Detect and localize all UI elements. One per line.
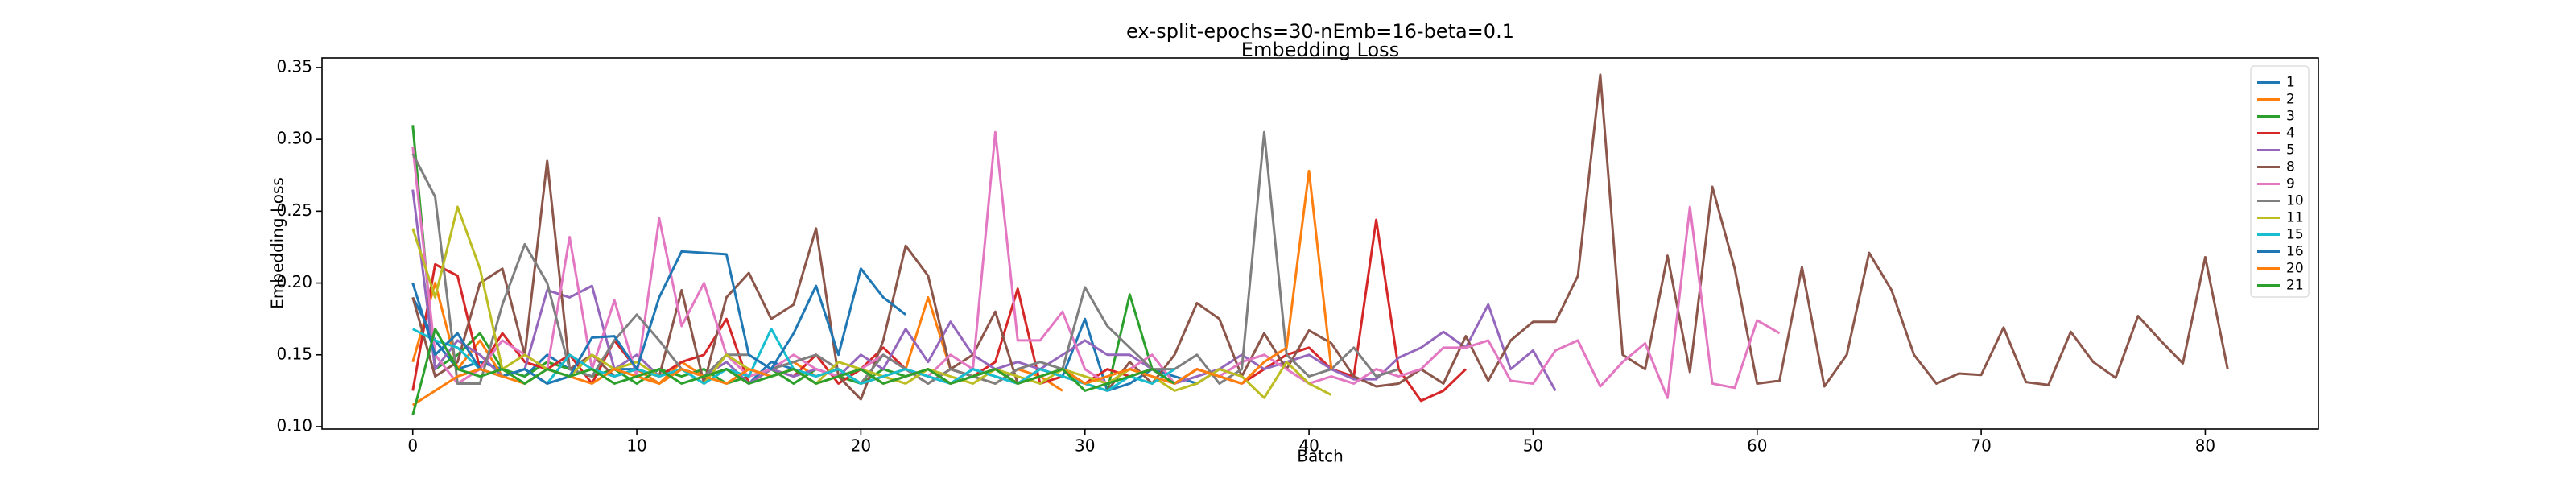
legend-label: 15 [2286,227,2304,243]
x-tick-label: 0 [407,436,418,456]
x-tick-label: 40 [1298,436,1319,456]
legend-label: 11 [2286,210,2304,226]
x-tick-label: 80 [2195,436,2215,456]
y-tick-label: 0.10 [276,415,312,435]
y-tick-label: 0.30 [276,129,312,148]
legend-label: 20 [2286,261,2304,277]
legend-label: 3 [2286,109,2295,125]
plot-lines [411,73,2229,416]
chart-title: ex-split-epochs=30-nEmb=16-beta=0.1 [1126,20,1514,43]
legend-label: 4 [2286,126,2295,142]
y-tick-label: 0.15 [276,344,312,363]
x-tick-label: 70 [1971,436,1991,456]
y-tick-label: 0.35 [276,56,312,76]
legend-label: 2 [2286,92,2295,108]
legend-label: 1 [2286,75,2295,91]
x-tick-label: 10 [626,436,646,456]
plot-frame [321,57,2319,430]
legend-box [2250,65,2310,298]
legend-label: 16 [2286,244,2304,260]
y-tick-label: 0.20 [276,272,312,291]
series-line [411,73,2229,401]
x-tick-label: 20 [851,436,871,456]
y-axis-label: Embedding Loss [268,177,287,309]
y-tick-label: 0.25 [276,200,312,220]
series-line [411,328,1175,416]
legend-label: 10 [2286,193,2304,209]
x-tick-label: 50 [1523,436,1543,456]
x-tick-label: 60 [1747,436,1767,456]
legend-label: 8 [2286,159,2295,175]
series-line [411,130,1781,399]
legend-label: 21 [2286,278,2304,294]
series-line [411,189,1557,392]
x-tick-label: 30 [1075,436,1095,456]
x-axis-label: Batch [1297,447,1344,466]
legend-label: 9 [2286,176,2295,192]
legend-label: 5 [2286,142,2295,159]
